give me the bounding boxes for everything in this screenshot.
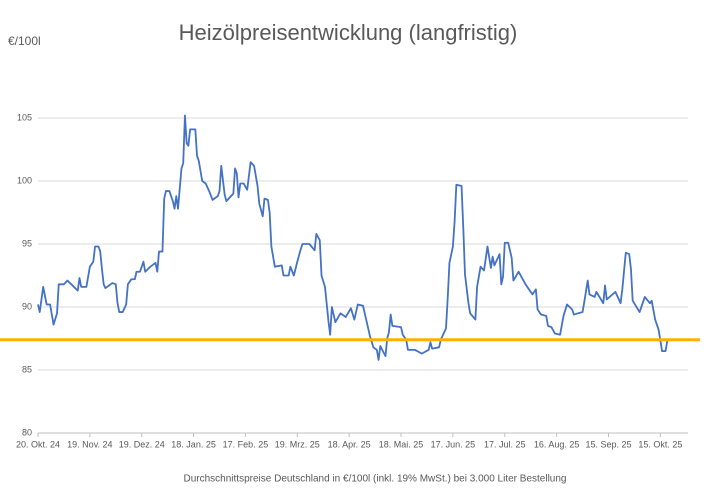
x-tick-label: 15. Okt. 25	[638, 439, 682, 449]
x-axis-label: Durchschnittspreise Deutschland in €/100…	[184, 474, 567, 485]
x-tick-label: 15. Sep. 25	[585, 439, 631, 449]
x-tick-label: 18. Mai. 25	[379, 439, 424, 449]
x-tick-label: 20. Okt. 24	[16, 439, 60, 449]
chart-title: Heizölpreisentwicklung (langfristig)	[179, 20, 518, 45]
price-line	[37, 114, 669, 361]
x-tick-label: 17. Feb. 25	[223, 439, 269, 449]
x-tick-label: 16. Aug. 25	[534, 439, 580, 449]
y-tick-label: 90	[22, 301, 32, 311]
y-tick-label: 105	[17, 112, 32, 122]
x-tick-label: 18. Apr. 25	[328, 439, 371, 449]
x-tick-label: 19. Dez. 24	[119, 439, 165, 449]
y-tick-label: 100	[17, 175, 32, 185]
y-tick-label: 85	[22, 364, 32, 374]
y-tick-label: 95	[22, 238, 32, 248]
y-axis-label: €/100l	[8, 34, 41, 48]
x-tick-label: 17. Jun. 25	[431, 439, 476, 449]
x-tick-label: 19. Nov. 24	[67, 439, 112, 449]
x-tick-label: 18. Jan. 25	[171, 439, 216, 449]
x-tick-label: 19. Mrz. 25	[275, 439, 320, 449]
x-tick-label: 17. Jul. 25	[484, 439, 526, 449]
y-tick-label: 80	[22, 427, 32, 437]
